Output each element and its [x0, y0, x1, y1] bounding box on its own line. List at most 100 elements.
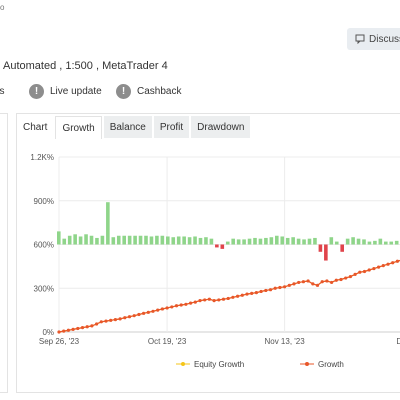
- bar: [285, 237, 290, 245]
- legend-growth[interactable]: Growth: [300, 356, 344, 372]
- exclamation-icon: !: [116, 83, 131, 99]
- bar: [302, 239, 306, 245]
- growth-point: [57, 330, 61, 334]
- discuss-button[interactable]: Discuss: [347, 28, 400, 50]
- bar: [394, 240, 399, 245]
- growth-point: [66, 328, 70, 332]
- growth-point: [179, 303, 183, 307]
- growth-point: [184, 302, 188, 306]
- growth-point: [301, 280, 305, 284]
- growth-point: [212, 299, 216, 303]
- bar: [384, 241, 388, 245]
- growth-point: [137, 312, 141, 317]
- growth-point: [189, 301, 193, 305]
- growth-point: [268, 288, 273, 292]
- bar: [215, 244, 219, 248]
- tab-balance[interactable]: Balance: [103, 116, 152, 138]
- growth-point: [104, 319, 108, 323]
- bar: [378, 238, 383, 245]
- bar: [324, 244, 328, 261]
- bar: [116, 235, 121, 245]
- bar: [100, 235, 105, 245]
- bar: [340, 244, 344, 252]
- growth-point: [109, 318, 113, 322]
- bar: [269, 237, 274, 245]
- bar: [258, 238, 263, 245]
- bar: [95, 237, 99, 245]
- badge-label: es: [0, 85, 5, 97]
- growth-point: [320, 280, 324, 284]
- discuss-label: Discuss: [369, 33, 400, 45]
- tab-drawdown[interactable]: Drawdown: [191, 116, 251, 138]
- left-panel: [0, 113, 8, 393]
- bar: [296, 238, 301, 245]
- tab-profit[interactable]: Profit: [153, 116, 190, 138]
- bar: [62, 238, 67, 245]
- badge-label: Live update: [50, 85, 102, 97]
- growth-point: [287, 283, 291, 287]
- badge-live-update[interactable]: ! Live update: [29, 81, 102, 101]
- bar: [122, 235, 126, 245]
- growth-point: [156, 308, 160, 312]
- growth-point: [250, 291, 254, 295]
- growth-point: [254, 291, 258, 295]
- bar: [242, 239, 246, 245]
- growth-point: [165, 306, 169, 310]
- badge-cashback[interactable]: ! Cashback: [116, 81, 181, 101]
- bar: [144, 235, 148, 245]
- bar: [193, 236, 197, 245]
- bar: [334, 241, 339, 245]
- bar: [149, 236, 154, 245]
- growth-point: [85, 325, 89, 329]
- growth-point: [127, 315, 132, 319]
- bar: [367, 241, 372, 245]
- comment-icon: [355, 34, 365, 44]
- chart-panel: [16, 113, 400, 393]
- bar: [133, 235, 137, 245]
- growth-point: [395, 259, 399, 263]
- growth-point: [273, 286, 277, 290]
- growth-point: [99, 320, 103, 324]
- growth-point: [198, 299, 202, 303]
- growth-point: [372, 266, 376, 271]
- tab-growth[interactable]: Growth: [55, 116, 102, 139]
- growth-point: [334, 278, 338, 282]
- bar: [106, 202, 110, 245]
- growth-point: [245, 292, 249, 296]
- growth-point: [348, 274, 352, 279]
- growth-point: [391, 261, 395, 265]
- bar: [318, 244, 323, 252]
- legend-marker-icon: [176, 362, 190, 366]
- growth-point: [353, 272, 357, 276]
- growth-point: [174, 304, 179, 308]
- growth-point: [231, 295, 235, 299]
- chart-tabs: Chart Growth Balance Profit Drawdown: [20, 116, 252, 139]
- bar: [307, 238, 312, 245]
- growth-point: [358, 270, 362, 274]
- badge-verified[interactable]: es: [0, 81, 5, 101]
- bar: [247, 238, 252, 245]
- growth-point: [278, 285, 282, 290]
- growth-point: [90, 324, 94, 328]
- account-subtitle: Automated , 1:500 , MetaTrader 4: [3, 60, 168, 72]
- badge-row: es ! Live update ! Cashback: [0, 81, 400, 101]
- growth-point: [344, 276, 348, 280]
- growth-point: [160, 307, 164, 311]
- legend-equity-growth[interactable]: Equity Growth: [176, 356, 244, 372]
- top-bar: o: [0, 0, 400, 20]
- bar: [356, 238, 361, 245]
- growth-point: [151, 309, 155, 313]
- growth-point: [306, 279, 310, 283]
- growth-point: [113, 318, 117, 322]
- growth-point: [377, 265, 381, 269]
- bar: [73, 234, 77, 245]
- bar: [111, 237, 116, 245]
- growth-point: [170, 305, 174, 309]
- growth-point: [381, 264, 385, 268]
- growth-point: [142, 311, 146, 315]
- bar: [204, 237, 208, 245]
- y-tick-label: 900%: [34, 197, 54, 206]
- growth-point: [132, 314, 136, 318]
- bar: [220, 244, 225, 249]
